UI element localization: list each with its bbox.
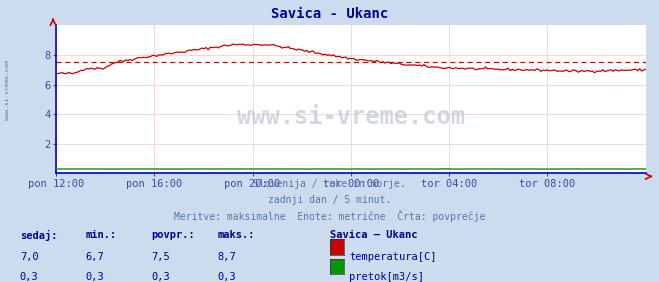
Text: temperatura[C]: temperatura[C] — [349, 252, 437, 262]
Text: povpr.:: povpr.: — [152, 230, 195, 240]
Text: Savica – Ukanc: Savica – Ukanc — [330, 230, 417, 240]
Text: maks.:: maks.: — [217, 230, 255, 240]
Text: sedaj:: sedaj: — [20, 230, 57, 241]
Text: 0,3: 0,3 — [86, 272, 104, 282]
Text: zadnji dan / 5 minut.: zadnji dan / 5 minut. — [268, 195, 391, 204]
Text: 0,3: 0,3 — [20, 272, 38, 282]
Text: pretok[m3/s]: pretok[m3/s] — [349, 272, 424, 282]
Text: Meritve: maksimalne  Enote: metrične  Črta: povprečje: Meritve: maksimalne Enote: metrične Črta… — [174, 210, 485, 222]
Text: min.:: min.: — [86, 230, 117, 240]
Text: 0,3: 0,3 — [217, 272, 236, 282]
Text: 0,3: 0,3 — [152, 272, 170, 282]
Text: Savica - Ukanc: Savica - Ukanc — [271, 7, 388, 21]
Text: www.si-vreme.com: www.si-vreme.com — [237, 105, 465, 129]
Text: 6,7: 6,7 — [86, 252, 104, 262]
Text: 7,5: 7,5 — [152, 252, 170, 262]
Text: Slovenija / reke in morje.: Slovenija / reke in morje. — [253, 179, 406, 189]
Text: www.si-vreme.com: www.si-vreme.com — [5, 60, 11, 120]
Text: 8,7: 8,7 — [217, 252, 236, 262]
Text: 7,0: 7,0 — [20, 252, 38, 262]
